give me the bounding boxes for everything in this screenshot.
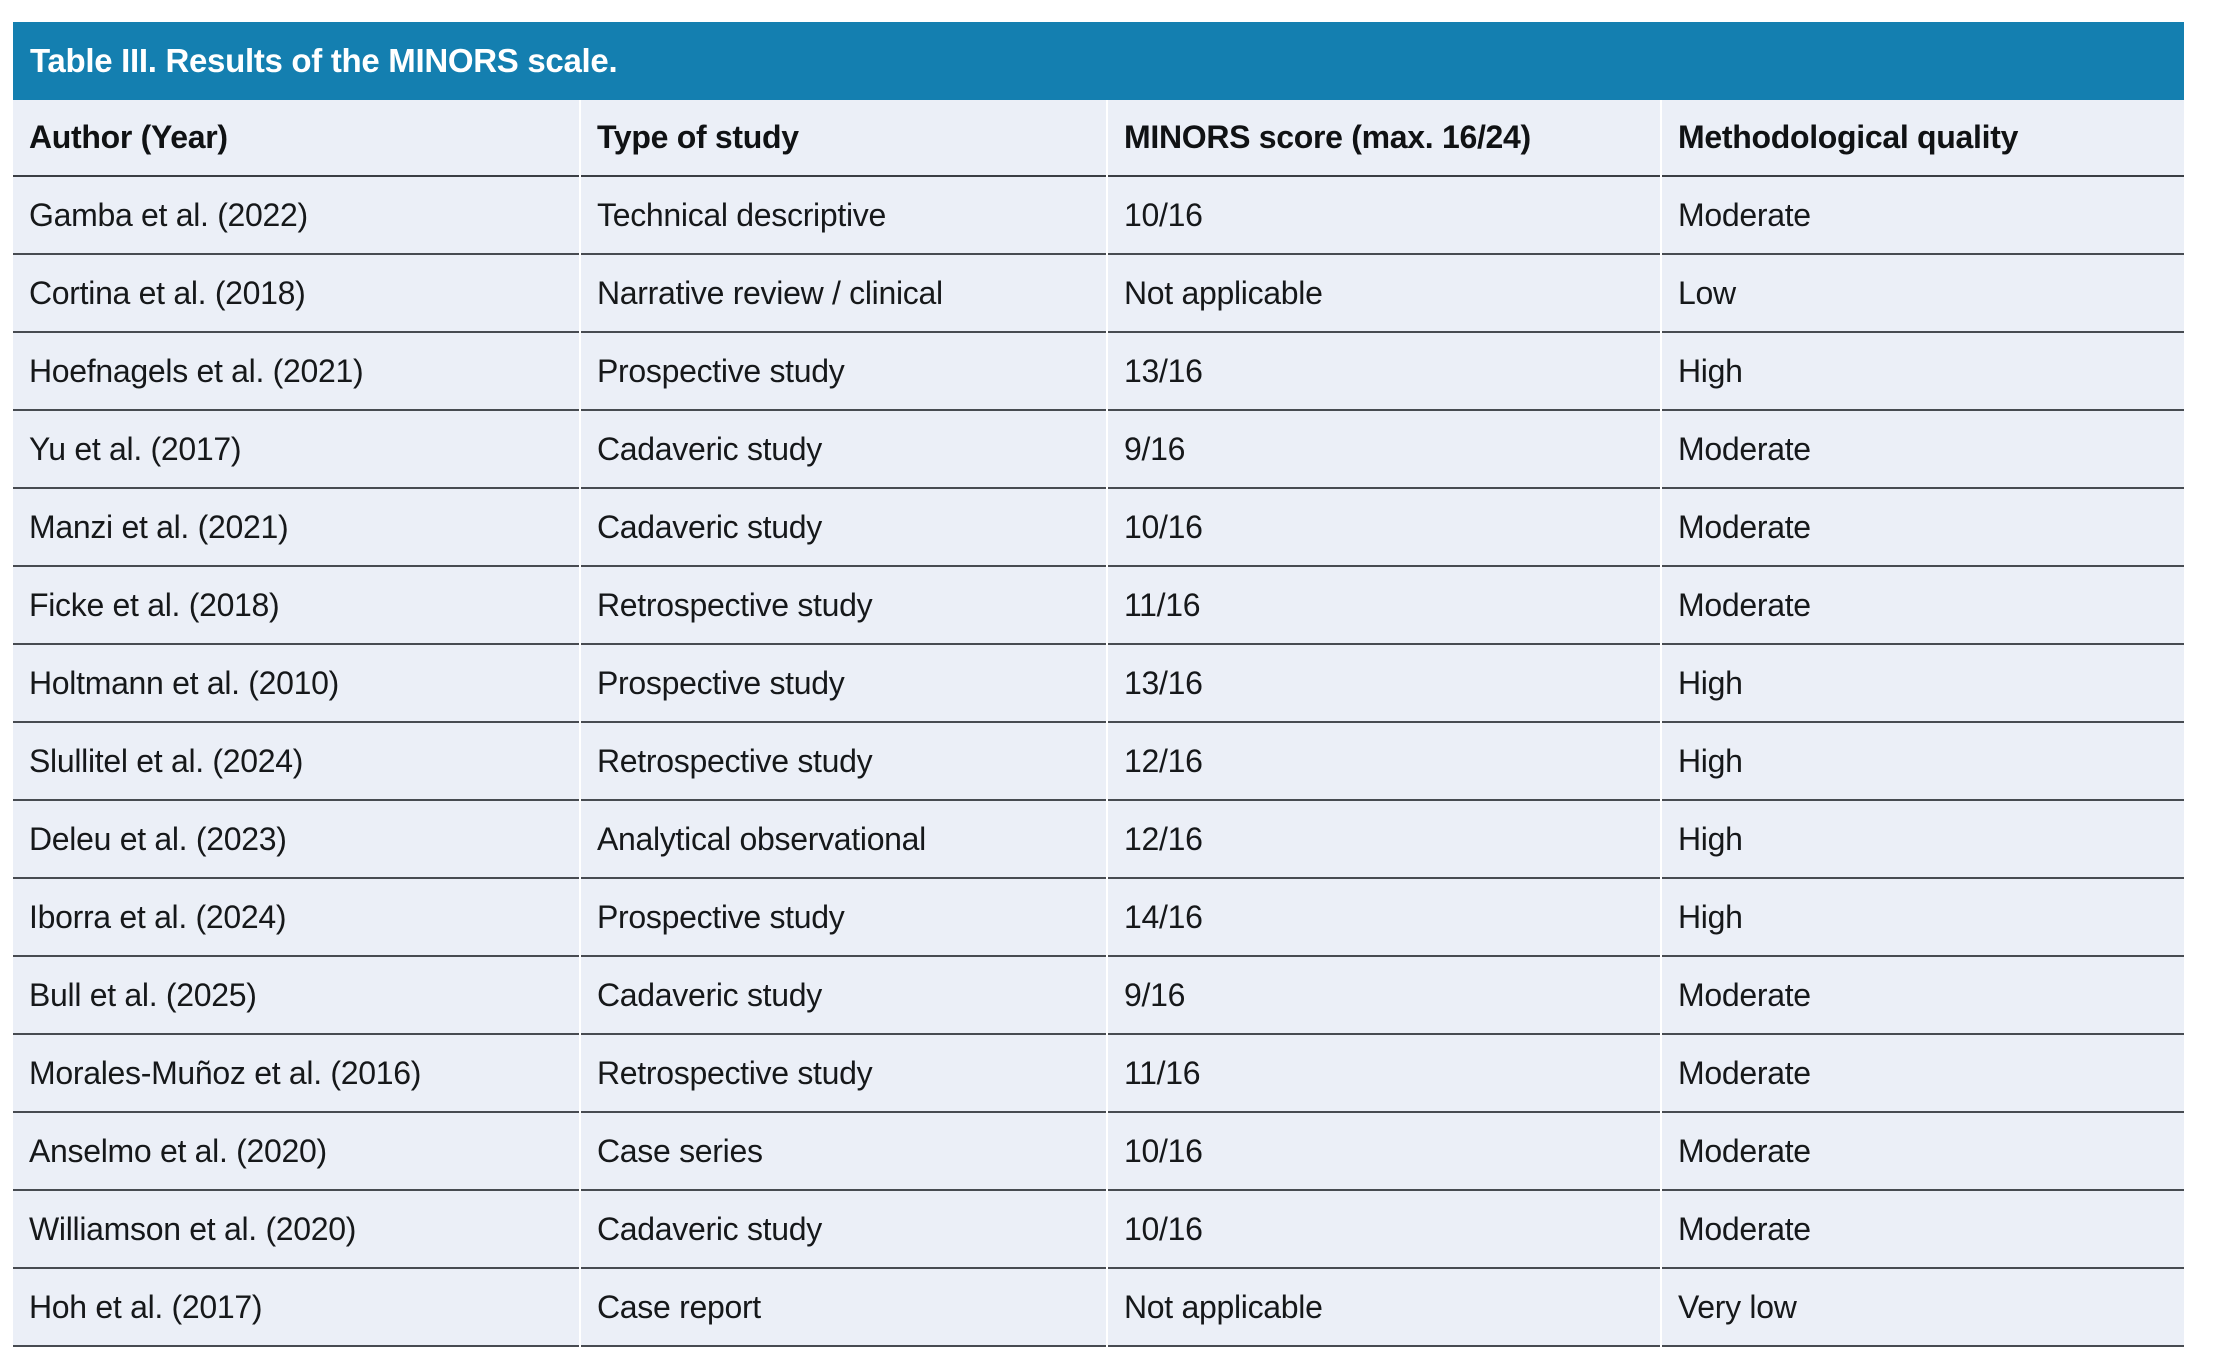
cell-study-type: Narrative review / clinical: [581, 255, 1106, 333]
cell-study-type: Prospective study: [581, 879, 1106, 957]
cell-study-type: Retrospective study: [581, 1035, 1106, 1113]
cell-minors-score: 13/16: [1108, 333, 1660, 411]
cell-quality: High: [1662, 801, 2184, 879]
cell-quality: High: [1662, 879, 2184, 957]
cell-author: Hoefnagels et al. (2021): [13, 333, 579, 411]
table-row: Yu et al. (2017) Cadaveric study 9/16 Mo…: [13, 411, 2184, 489]
cell-minors-score: Not applicable: [1108, 1269, 1660, 1347]
cell-study-type: Prospective study: [581, 645, 1106, 723]
cell-author: Williamson et al. (2020): [13, 1191, 579, 1269]
table-row: Ficke et al. (2018) Retrospective study …: [13, 567, 2184, 645]
table-row: Deleu et al. (2023) Analytical observati…: [13, 801, 2184, 879]
cell-quality: Low: [1662, 255, 2184, 333]
cell-quality: Moderate: [1662, 1191, 2184, 1269]
table-row: Morales-Muñoz et al. (2016) Retrospectiv…: [13, 1035, 2184, 1113]
column-header-study-type: Type of study: [581, 100, 1106, 177]
cell-author: Iborra et al. (2024): [13, 879, 579, 957]
cell-study-type: Cadaveric study: [581, 957, 1106, 1035]
cell-study-type: Cadaveric study: [581, 1191, 1106, 1269]
cell-study-type: Prospective study: [581, 333, 1106, 411]
cell-author: Hoh et al. (2017): [13, 1269, 579, 1347]
cell-author: Yu et al. (2017): [13, 411, 579, 489]
cell-author: Gamba et al. (2022): [13, 177, 579, 255]
cell-quality: Moderate: [1662, 177, 2184, 255]
cell-minors-score: 9/16: [1108, 957, 1660, 1035]
cell-study-type: Cadaveric study: [581, 489, 1106, 567]
table-title-bar: Table III. Results of the MINORS scale.: [13, 22, 2184, 100]
cell-minors-score: 10/16: [1108, 1113, 1660, 1191]
cell-quality: Moderate: [1662, 957, 2184, 1035]
cell-minors-score: 10/16: [1108, 489, 1660, 567]
cell-quality: Very low: [1662, 1269, 2184, 1347]
table-row: Williamson et al. (2020) Cadaveric study…: [13, 1191, 2184, 1269]
minors-table-figure: Table III. Results of the MINORS scale. …: [13, 22, 2184, 1347]
cell-minors-score: 10/16: [1108, 177, 1660, 255]
cell-author: Bull et al. (2025): [13, 957, 579, 1035]
cell-study-type: Analytical observational: [581, 801, 1106, 879]
cell-quality: High: [1662, 333, 2184, 411]
cell-minors-score: 10/16: [1108, 1191, 1660, 1269]
cell-author: Anselmo et al. (2020): [13, 1113, 579, 1191]
cell-quality: Moderate: [1662, 489, 2184, 567]
table-row: Holtmann et al. (2010) Prospective study…: [13, 645, 2184, 723]
cell-minors-score: 11/16: [1108, 1035, 1660, 1113]
table-row: Gamba et al. (2022) Technical descriptiv…: [13, 177, 2184, 255]
cell-minors-score: 11/16: [1108, 567, 1660, 645]
cell-author: Morales-Muñoz et al. (2016): [13, 1035, 579, 1113]
cell-quality: Moderate: [1662, 567, 2184, 645]
cell-minors-score: 9/16: [1108, 411, 1660, 489]
cell-minors-score: 14/16: [1108, 879, 1660, 957]
table-row: Hoefnagels et al. (2021) Prospective stu…: [13, 333, 2184, 411]
cell-author: Slullitel et al. (2024): [13, 723, 579, 801]
cell-minors-score: 13/16: [1108, 645, 1660, 723]
cell-author: Cortina et al. (2018): [13, 255, 579, 333]
cell-quality: Moderate: [1662, 1035, 2184, 1113]
cell-study-type: Retrospective study: [581, 567, 1106, 645]
table-row: Cortina et al. (2018) Narrative review /…: [13, 255, 2184, 333]
cell-author: Deleu et al. (2023): [13, 801, 579, 879]
cell-study-type: Cadaveric study: [581, 411, 1106, 489]
cell-minors-score: 12/16: [1108, 801, 1660, 879]
minors-results-table: Author (Year) Type of study MINORS score…: [11, 100, 2186, 1347]
cell-quality: High: [1662, 723, 2184, 801]
table-header-row: Author (Year) Type of study MINORS score…: [13, 100, 2184, 177]
cell-quality: Moderate: [1662, 411, 2184, 489]
cell-quality: Moderate: [1662, 1113, 2184, 1191]
cell-author: Ficke et al. (2018): [13, 567, 579, 645]
table-row: Iborra et al. (2024) Prospective study 1…: [13, 879, 2184, 957]
column-header-minors-score: MINORS score (max. 16/24): [1108, 100, 1660, 177]
column-header-author: Author (Year): [13, 100, 579, 177]
cell-study-type: Case report: [581, 1269, 1106, 1347]
table-row: Hoh et al. (2017) Case report Not applic…: [13, 1269, 2184, 1347]
cell-study-type: Retrospective study: [581, 723, 1106, 801]
cell-author: Manzi et al. (2021): [13, 489, 579, 567]
table-row: Manzi et al. (2021) Cadaveric study 10/1…: [13, 489, 2184, 567]
column-header-quality: Methodological quality: [1662, 100, 2184, 177]
cell-minors-score: 12/16: [1108, 723, 1660, 801]
cell-minors-score: Not applicable: [1108, 255, 1660, 333]
cell-study-type: Technical descriptive: [581, 177, 1106, 255]
cell-study-type: Case series: [581, 1113, 1106, 1191]
table-row: Slullitel et al. (2024) Retrospective st…: [13, 723, 2184, 801]
table-row: Anselmo et al. (2020) Case series 10/16 …: [13, 1113, 2184, 1191]
cell-author: Holtmann et al. (2010): [13, 645, 579, 723]
cell-quality: High: [1662, 645, 2184, 723]
table-title: Table III. Results of the MINORS scale.: [30, 42, 618, 79]
table-row: Bull et al. (2025) Cadaveric study 9/16 …: [13, 957, 2184, 1035]
